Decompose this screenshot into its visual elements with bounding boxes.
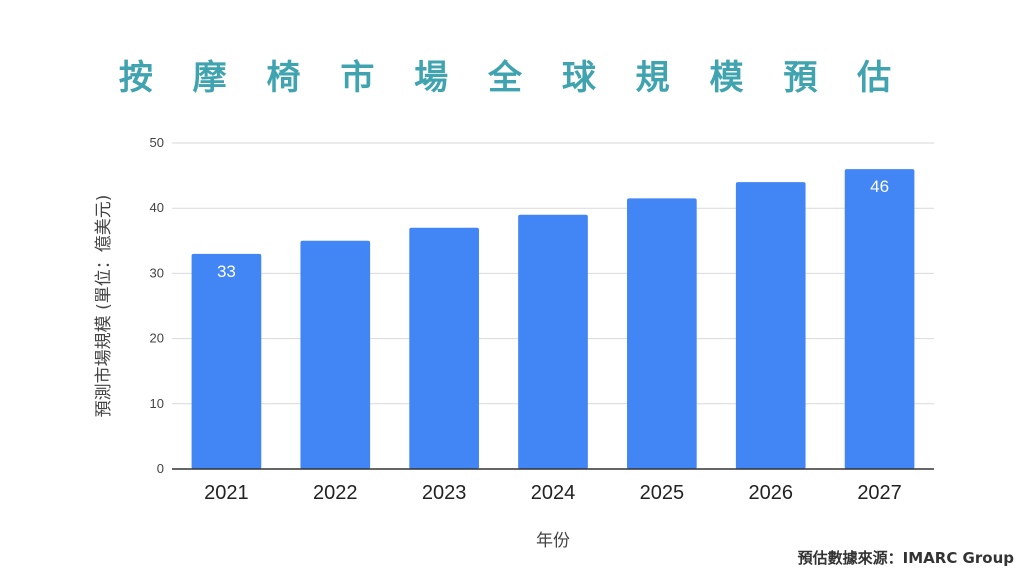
bar-2024 (518, 214, 588, 469)
chart-title: 按 摩 椅 市 場 全 球 規 模 預 估 (118, 58, 906, 98)
y-tick-label: 0 (157, 461, 164, 476)
y-tick-label: 50 (150, 135, 164, 150)
data-label-2021: 33 (217, 262, 236, 281)
y-tick-label: 40 (150, 200, 164, 215)
x-tick-label: 2026 (748, 482, 793, 504)
y-axis-ticks: 0 10 20 30 40 50 (150, 135, 164, 476)
bar-2023 (409, 227, 479, 469)
x-tick-label: 2027 (857, 482, 902, 504)
x-tick-label: 2022 (313, 482, 358, 504)
data-label-2027: 46 (870, 177, 889, 196)
bar-2022 (300, 240, 371, 469)
y-tick-label: 30 (150, 265, 164, 280)
bar-2026 (735, 182, 806, 469)
y-tick-label: 20 (150, 331, 164, 346)
source-note: 預估數據來源：IMARC Group (797, 549, 1014, 567)
x-axis-label: 年份 (536, 531, 570, 551)
x-axis-ticks: 2021 2022 2023 2024 2025 2026 2027 (204, 482, 902, 504)
bar-2021 (191, 253, 262, 469)
x-tick-label: 2023 (422, 482, 467, 504)
x-tick-label: 2025 (640, 482, 685, 504)
bar-2027 (844, 169, 915, 469)
y-axis-label: 預測市場規模 (單位：億美元) (94, 195, 114, 418)
x-tick-label: 2024 (531, 482, 576, 504)
x-tick-label: 2021 (204, 482, 249, 504)
bars: 33 46 (191, 169, 915, 470)
y-tick-label: 10 (150, 396, 164, 411)
bar-2025 (627, 198, 697, 470)
